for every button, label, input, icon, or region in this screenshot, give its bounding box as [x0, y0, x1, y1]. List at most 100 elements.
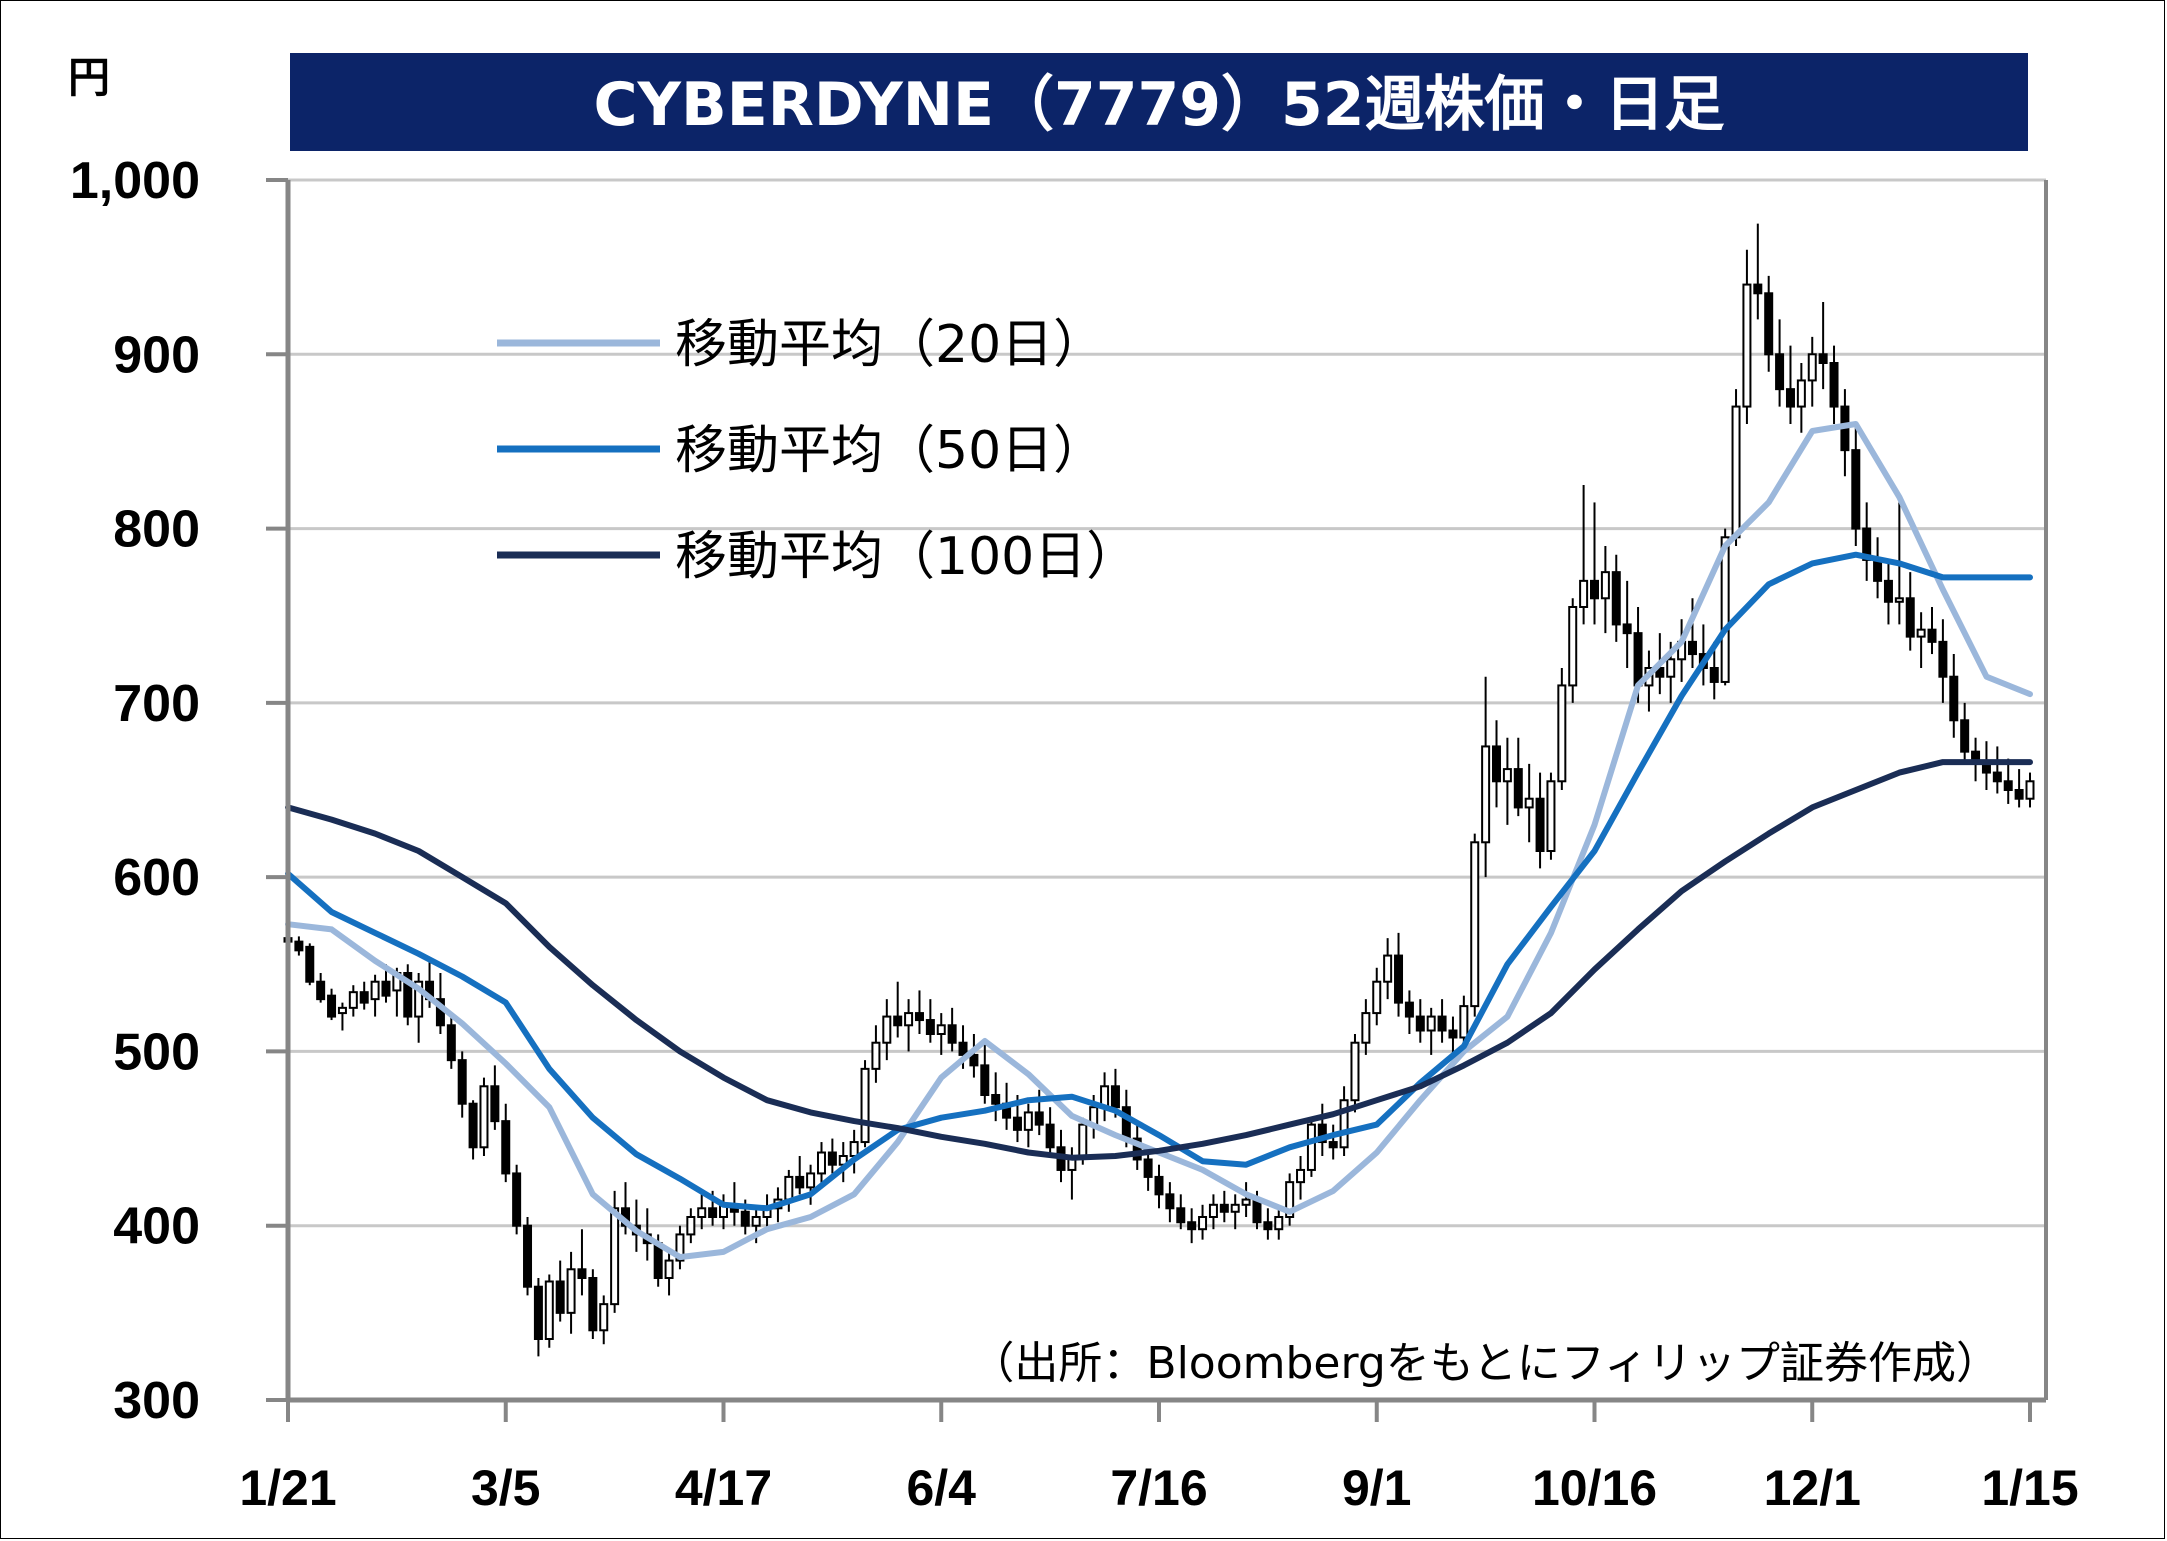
candle-body-down: [1328, 1141, 1338, 1149]
y-tick-label: 900: [113, 326, 200, 384]
candle-body-up: [414, 980, 424, 1018]
candle-body-up: [2025, 780, 2035, 800]
candle-body-up: [337, 1006, 347, 1015]
y-tick-label: 800: [113, 501, 200, 559]
x-tick-label: 1/15: [1981, 1460, 2078, 1516]
candle-body-down: [1045, 1123, 1055, 1149]
candle-body-down: [1851, 449, 1861, 530]
candle-body-up: [751, 1216, 761, 1227]
candle-body-down: [1905, 597, 1915, 638]
candle-body-down: [512, 1172, 522, 1227]
legend-label-ma50: 移動平均（50日）: [675, 421, 1105, 481]
candle-body-up: [1296, 1168, 1306, 1184]
candle-body-down: [1317, 1123, 1327, 1144]
candle-body-up: [479, 1085, 489, 1149]
candle-body-down: [381, 980, 391, 997]
candle-body-up: [1894, 597, 1904, 603]
candle-body-up: [1807, 353, 1817, 382]
candle-body-up: [1546, 780, 1556, 852]
candle-body-up: [697, 1207, 707, 1219]
candle-body-up: [816, 1151, 826, 1175]
candle-body-up: [1579, 579, 1589, 608]
legend: 移動平均（20日） 移動平均（50日） 移動平均（100日）: [497, 315, 1138, 587]
candle-body-up: [871, 1041, 881, 1070]
candle-body-down: [1949, 675, 1959, 722]
candle-body-up: [904, 1012, 914, 1027]
candle-body-down: [1263, 1221, 1273, 1231]
candle-body-down: [1110, 1085, 1120, 1109]
candle-body-down: [1938, 640, 1948, 678]
candle-body-down: [1590, 579, 1599, 600]
candle-body-down: [1187, 1221, 1197, 1231]
legend-label-ma20: 移動平均（20日）: [675, 315, 1105, 375]
candle-body-down: [403, 972, 413, 1018]
candle-body-up: [1796, 379, 1806, 408]
candle-body-down: [958, 1041, 968, 1056]
candle-body-up: [544, 1280, 554, 1341]
candle-body-up: [1198, 1216, 1208, 1231]
title-banner: [290, 53, 2028, 151]
candle-body-down: [1252, 1198, 1262, 1224]
candle-body-down: [490, 1085, 500, 1123]
candle-body-down: [1829, 362, 1839, 408]
candle-body-down: [294, 940, 304, 952]
candle-body-down: [1404, 1001, 1414, 1018]
candle-body-down: [2003, 780, 2013, 791]
candle-body-down: [1492, 745, 1502, 783]
candle-body-down: [914, 1012, 924, 1022]
candle-body-up: [599, 1303, 609, 1332]
x-tick-label: 3/5: [471, 1460, 541, 1516]
candle-body-up: [1600, 571, 1610, 600]
x-tick-label: 7/16: [1110, 1460, 1207, 1516]
candle-body-down: [1437, 1015, 1447, 1032]
candle-body-down: [1034, 1111, 1044, 1126]
candle-body-down: [1862, 527, 1872, 561]
candle-body-up: [1274, 1216, 1284, 1231]
candle-body-up: [1285, 1181, 1295, 1218]
candle-body-down: [468, 1102, 478, 1149]
y-axis-ticks: 300 400 500 600 700 800 900 1,000: [70, 152, 288, 1430]
candle-body-down: [1176, 1207, 1186, 1224]
candle-body-down: [1709, 667, 1719, 683]
candle-body-up: [1230, 1203, 1240, 1213]
candle-body-down: [1927, 628, 1937, 643]
candle-body-up: [1666, 658, 1676, 678]
candle-body-up: [849, 1141, 859, 1157]
y-tick-label: 500: [113, 1023, 200, 1081]
candle-body-up: [860, 1067, 870, 1144]
candle-body-up: [882, 1015, 892, 1044]
legend-label-ma100: 移動平均（100日）: [675, 527, 1138, 587]
candle-body-up: [1557, 684, 1567, 783]
candle-body-down: [1513, 768, 1523, 809]
candle-body-up: [348, 991, 358, 1009]
candle-body-up: [1502, 768, 1512, 783]
candle-body-up: [1731, 405, 1741, 539]
candle-body-down: [555, 1280, 565, 1314]
candle-body-down: [980, 1064, 990, 1097]
candle-body-up: [1372, 980, 1382, 1015]
candle-body-up: [1481, 745, 1491, 844]
candle-body-up: [1459, 1005, 1469, 1039]
candle-body-down: [1535, 797, 1545, 853]
candle-body-up: [1350, 1041, 1360, 1102]
y-tick-label: 1,000: [70, 152, 200, 210]
candle-body-down: [991, 1094, 1001, 1105]
candle-body-down: [740, 1210, 750, 1227]
candle-body-up: [664, 1259, 674, 1279]
candle-body-down: [1415, 1015, 1425, 1032]
candle-body-up: [936, 1024, 946, 1036]
y-tick-label: 300: [113, 1372, 200, 1430]
candle-body-up: [1383, 954, 1393, 983]
grid-lines: [288, 178, 2046, 1228]
candle-body-up: [1241, 1198, 1251, 1206]
candle-body-down: [1012, 1116, 1022, 1131]
candle-body-up: [1524, 797, 1534, 809]
candlesticks: [283, 223, 2035, 1357]
candle-body-down: [501, 1120, 511, 1175]
candle-body-up: [610, 1207, 620, 1306]
candle-body-down: [1960, 719, 1970, 753]
candle-body-down: [1219, 1203, 1229, 1213]
candle-body-down: [359, 991, 369, 1004]
candle-body-down: [708, 1207, 718, 1219]
